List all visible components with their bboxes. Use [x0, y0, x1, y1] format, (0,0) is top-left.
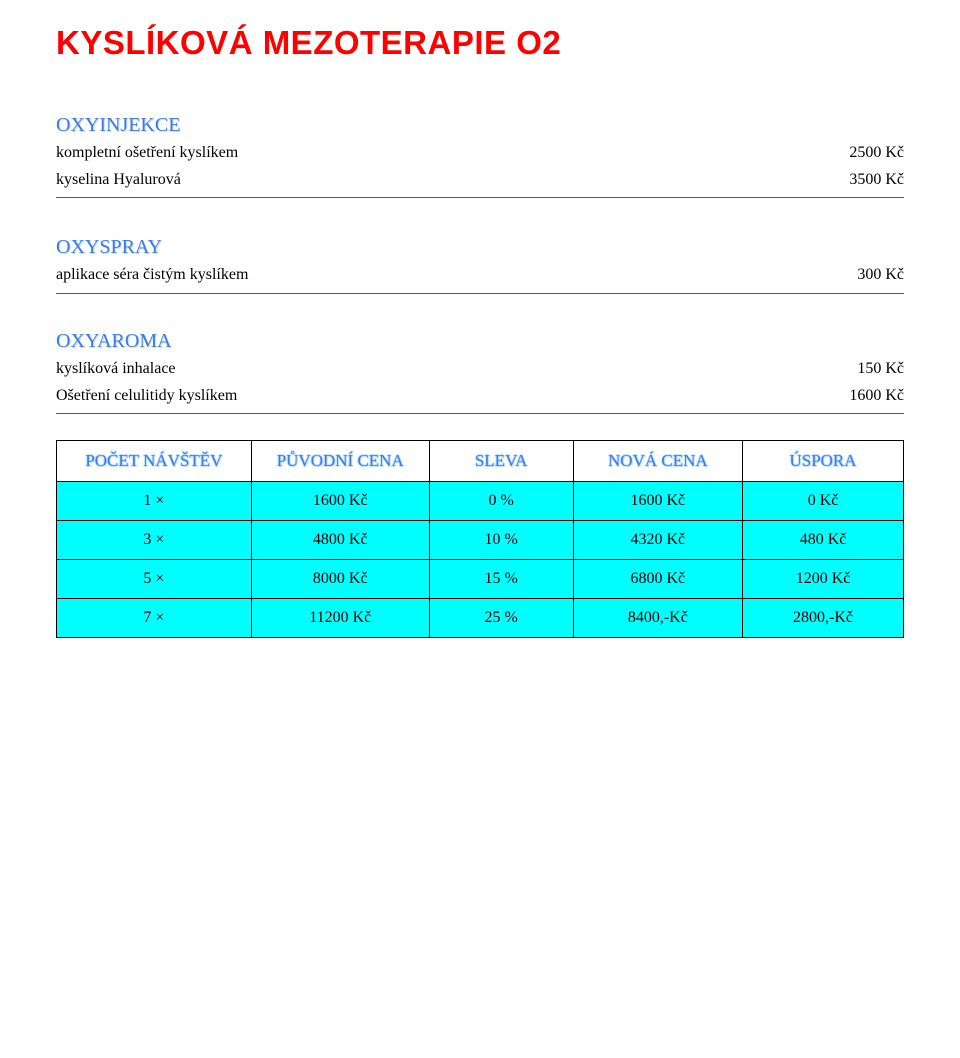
- item-label: kyslíková inhalace: [56, 355, 833, 382]
- cell-visits: 5 ×: [57, 559, 252, 598]
- cell-discount: 10 %: [429, 520, 573, 559]
- col-savings-header: ÚSPORA: [743, 440, 904, 481]
- table-row: 7 × 11200 Kč 25 % 8400,-Kč 2800,-Kč: [57, 598, 904, 637]
- divider: [56, 413, 904, 414]
- section-items: kompletní ošetření kyslíkem 2500 Kč kyse…: [56, 139, 904, 193]
- cell-visits: 7 ×: [57, 598, 252, 637]
- item-price: 1600 Kč: [825, 382, 904, 409]
- table-header-row: POČET NÁVŠTĚV PŮVODNÍ CENA SLEVA NOVÁ CE…: [57, 440, 904, 481]
- col-new-header: NOVÁ CENA: [573, 440, 742, 481]
- th-label: NOVÁ CENA: [608, 451, 708, 470]
- item-price: 300 Kč: [833, 261, 904, 288]
- section-items: aplikace séra čistým kyslíkem 300 Kč: [56, 261, 904, 288]
- divider: [56, 293, 904, 294]
- cell-savings: 480 Kč: [743, 520, 904, 559]
- table-head: POČET NÁVŠTĚV PŮVODNÍ CENA SLEVA NOVÁ CE…: [57, 440, 904, 481]
- divider: [56, 197, 904, 198]
- page-title: KYSLÍKOVÁ MEZOTERAPIE O2: [56, 24, 904, 62]
- cell-discount: 0 %: [429, 481, 573, 520]
- section-heading-oxyspray: OXYSPRAY: [56, 236, 904, 259]
- cell-visits: 1 ×: [57, 481, 252, 520]
- cell-new: 6800 Kč: [573, 559, 742, 598]
- table-body: 1 × 1600 Kč 0 % 1600 Kč 0 Kč 3 × 4800 Kč…: [57, 481, 904, 637]
- col-visits-header: POČET NÁVŠTĚV: [57, 440, 252, 481]
- table-row: 1 × 1600 Kč 0 % 1600 Kč 0 Kč: [57, 481, 904, 520]
- th-label: ÚSPORA: [789, 451, 856, 470]
- section-items: kyslíková inhalace 150 Kč Ošetření celul…: [56, 355, 904, 409]
- item-label: kompletní ošetření kyslíkem: [56, 139, 825, 166]
- cell-savings: 1200 Kč: [743, 559, 904, 598]
- col-original-header: PŮVODNÍ CENA: [251, 440, 429, 481]
- item-price: 2500 Kč: [825, 139, 904, 166]
- cell-original: 8000 Kč: [251, 559, 429, 598]
- item-row: Ošetření celulitidy kyslíkem 1600 Kč: [56, 382, 904, 409]
- th-label: POČET NÁVŠTĚV: [85, 451, 222, 470]
- cell-savings: 0 Kč: [743, 481, 904, 520]
- cell-savings: 2800,-Kč: [743, 598, 904, 637]
- item-label: Ošetření celulitidy kyslíkem: [56, 382, 825, 409]
- item-row: kyslíková inhalace 150 Kč: [56, 355, 904, 382]
- table-row: 5 × 8000 Kč 15 % 6800 Kč 1200 Kč: [57, 559, 904, 598]
- cell-new: 8400,-Kč: [573, 598, 742, 637]
- cell-discount: 15 %: [429, 559, 573, 598]
- cell-new: 1600 Kč: [573, 481, 742, 520]
- cell-original: 11200 Kč: [251, 598, 429, 637]
- cell-discount: 25 %: [429, 598, 573, 637]
- th-label: SLEVA: [475, 451, 528, 470]
- item-price: 3500 Kč: [825, 166, 904, 193]
- page: KYSLÍKOVÁ MEZOTERAPIE O2 OXYINJEKCE komp…: [0, 0, 960, 1058]
- col-discount-header: SLEVA: [429, 440, 573, 481]
- item-row: aplikace séra čistým kyslíkem 300 Kč: [56, 261, 904, 288]
- cell-visits: 3 ×: [57, 520, 252, 559]
- item-label: aplikace séra čistým kyslíkem: [56, 261, 833, 288]
- table-row: 3 × 4800 Kč 10 % 4320 Kč 480 Kč: [57, 520, 904, 559]
- section-heading-oxyaroma: OXYAROMA: [56, 330, 904, 353]
- cell-original: 4800 Kč: [251, 520, 429, 559]
- cell-original: 1600 Kč: [251, 481, 429, 520]
- price-table: POČET NÁVŠTĚV PŮVODNÍ CENA SLEVA NOVÁ CE…: [56, 440, 904, 638]
- th-label: PŮVODNÍ CENA: [277, 451, 404, 470]
- cell-new: 4320 Kč: [573, 520, 742, 559]
- section-heading-oxyinjekce: OXYINJEKCE: [56, 114, 904, 137]
- item-label: kyselina Hyalurová: [56, 166, 825, 193]
- item-row: kompletní ošetření kyslíkem 2500 Kč: [56, 139, 904, 166]
- item-row: kyselina Hyalurová 3500 Kč: [56, 166, 904, 193]
- item-price: 150 Kč: [833, 355, 904, 382]
